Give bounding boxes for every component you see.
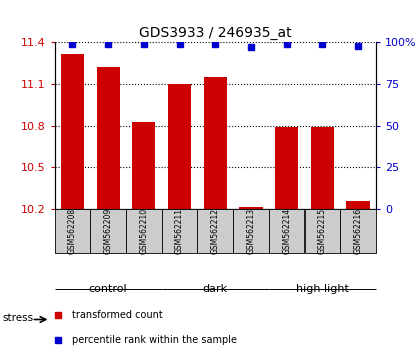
- Text: GSM562215: GSM562215: [318, 208, 327, 254]
- Bar: [275, 127, 298, 209]
- Bar: [269, 209, 304, 253]
- Text: stress: stress: [2, 313, 33, 323]
- Bar: [239, 207, 262, 209]
- Bar: [61, 53, 84, 209]
- Text: GSM562209: GSM562209: [104, 208, 113, 254]
- Text: GSM562210: GSM562210: [139, 208, 148, 254]
- Bar: [304, 209, 340, 253]
- Bar: [132, 121, 155, 209]
- Bar: [340, 209, 376, 253]
- Bar: [233, 209, 269, 253]
- Text: control: control: [89, 284, 127, 293]
- Text: GSM562212: GSM562212: [211, 208, 220, 254]
- Title: GDS3933 / 246935_at: GDS3933 / 246935_at: [139, 26, 291, 40]
- Text: GSM562214: GSM562214: [282, 208, 291, 254]
- Text: transformed count: transformed count: [72, 310, 163, 320]
- Text: high light: high light: [296, 284, 349, 293]
- Bar: [90, 209, 126, 253]
- Bar: [55, 209, 90, 253]
- Text: GSM562213: GSM562213: [247, 208, 255, 254]
- Bar: [346, 200, 370, 209]
- Text: GSM562211: GSM562211: [175, 208, 184, 254]
- Bar: [311, 127, 334, 209]
- Bar: [97, 67, 120, 209]
- Bar: [126, 209, 162, 253]
- Bar: [204, 77, 227, 209]
- Text: GSM562208: GSM562208: [68, 208, 77, 254]
- Text: dark: dark: [203, 284, 228, 293]
- Text: GSM562216: GSM562216: [354, 208, 362, 254]
- Text: percentile rank within the sample: percentile rank within the sample: [72, 335, 237, 344]
- Bar: [168, 84, 191, 209]
- Bar: [197, 209, 233, 253]
- Bar: [162, 209, 197, 253]
